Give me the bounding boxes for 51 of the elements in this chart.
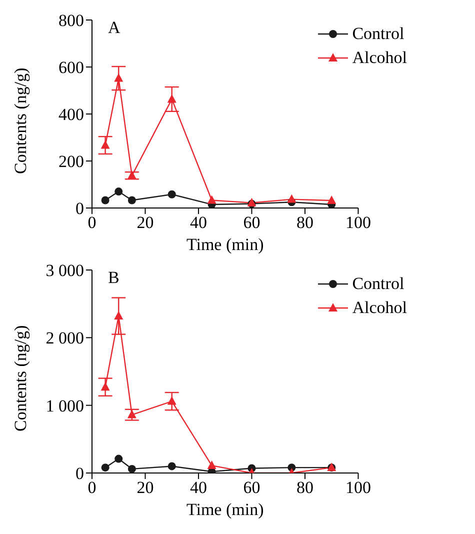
y-tick-label: 2 000 bbox=[46, 328, 84, 348]
point bbox=[114, 188, 123, 196]
y-tick-label: 1 000 bbox=[46, 396, 84, 416]
y-tick-label: 0 bbox=[76, 464, 84, 484]
point bbox=[127, 410, 136, 418]
point bbox=[207, 195, 216, 204]
legend-label: Alcohol bbox=[352, 298, 407, 318]
annotation: B bbox=[108, 268, 120, 288]
x-tick-label: 80 bbox=[296, 478, 314, 498]
point bbox=[167, 94, 176, 103]
y-tick-label: 0 bbox=[76, 199, 84, 218]
x-tick-label: 20 bbox=[136, 213, 154, 232]
x-tick-label: 40 bbox=[190, 213, 207, 232]
point bbox=[128, 196, 136, 204]
point bbox=[114, 454, 123, 463]
point bbox=[327, 195, 336, 204]
annotation: A bbox=[108, 18, 120, 38]
point bbox=[114, 311, 124, 320]
x-tick-label: 100 bbox=[345, 478, 371, 498]
x-tick-label: 100 bbox=[345, 213, 371, 232]
y-axis-title: Contents (ng/g) bbox=[11, 325, 30, 432]
x-tick-label: 0 bbox=[88, 478, 96, 498]
x-tick-label: 80 bbox=[296, 213, 314, 232]
point bbox=[101, 464, 110, 472]
point bbox=[168, 462, 176, 470]
x-tick-label: 40 bbox=[190, 478, 207, 498]
point bbox=[167, 396, 176, 405]
legend-label: Control bbox=[352, 274, 404, 294]
y-tick-label: 200 bbox=[58, 152, 84, 172]
legend-label: Alcohol bbox=[352, 48, 407, 68]
y-tick-label: 600 bbox=[58, 58, 84, 78]
point bbox=[100, 382, 110, 391]
y-tick-label: 3 000 bbox=[46, 261, 84, 280]
point bbox=[287, 194, 296, 203]
point bbox=[168, 190, 176, 198]
x-tick-label: 20 bbox=[136, 478, 154, 498]
x-tick-label: 60 bbox=[243, 213, 260, 232]
point bbox=[127, 170, 136, 180]
y-tick-label: 800 bbox=[58, 11, 84, 30]
point bbox=[128, 464, 136, 473]
y-axis-title: Contents (ng/g) bbox=[11, 68, 30, 174]
point bbox=[207, 460, 216, 470]
x-axis-title: Time (min) bbox=[186, 235, 264, 254]
point bbox=[114, 73, 124, 82]
point bbox=[101, 196, 110, 204]
x-tick-label: 0 bbox=[88, 213, 96, 232]
x-axis-title: Time (min) bbox=[186, 500, 264, 519]
x-tick-label: 60 bbox=[243, 478, 260, 498]
legend-label: Control bbox=[352, 24, 404, 44]
point bbox=[100, 140, 110, 149]
y-tick-label: 400 bbox=[58, 105, 84, 124]
